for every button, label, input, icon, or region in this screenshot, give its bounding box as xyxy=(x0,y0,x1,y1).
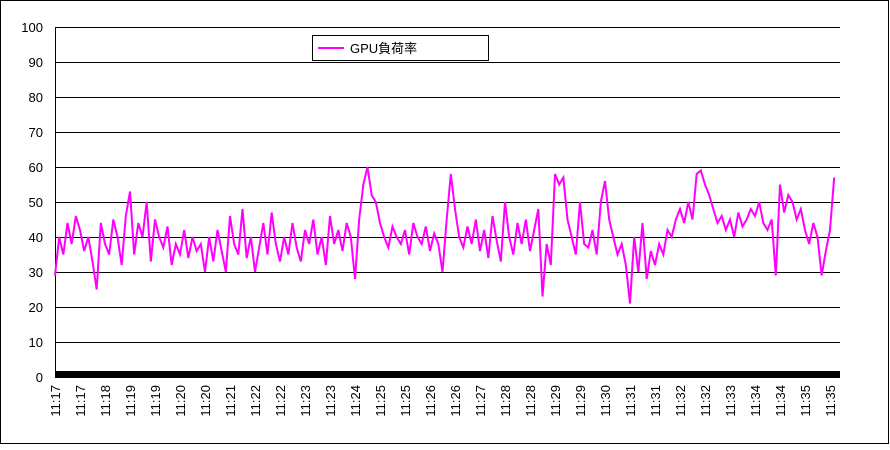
y-tick-label: 70 xyxy=(29,125,43,140)
x-tick-label: 11:26 xyxy=(423,385,438,417)
x-tick-label: 11:27 xyxy=(473,385,488,417)
x-tick-label: 11:35 xyxy=(823,385,838,417)
x-tick-label: 11:32 xyxy=(673,385,688,417)
x-tick-label: 11:22 xyxy=(248,385,263,417)
x-axis-band xyxy=(55,371,840,378)
y-tick-label: 100 xyxy=(21,20,43,35)
x-tick-label: 11:34 xyxy=(748,385,763,417)
x-tick-label: 11:34 xyxy=(773,385,788,417)
x-tick-label: 11:25 xyxy=(373,385,388,417)
x-tick-label: 11:29 xyxy=(548,385,563,417)
y-tick-label: 90 xyxy=(29,55,43,70)
y-tick-label: 30 xyxy=(29,265,43,280)
x-tick-label: 11:23 xyxy=(323,385,338,417)
x-tick-label: 11:19 xyxy=(123,385,138,417)
x-tick-label: 11:28 xyxy=(523,385,538,417)
x-tick-label: 11:23 xyxy=(298,385,313,417)
x-tick-label: 11:17 xyxy=(73,385,88,417)
x-tick-label: 11:31 xyxy=(648,385,663,417)
x-tick-label: 11:29 xyxy=(573,385,588,417)
legend-label: GPU負荷率 xyxy=(350,41,417,56)
y-tick-label: 10 xyxy=(29,335,43,350)
y-tick-label: 40 xyxy=(29,230,43,245)
x-tick-label: 11:33 xyxy=(723,385,738,417)
x-tick-label: 11:18 xyxy=(98,385,113,417)
y-tick-label: 60 xyxy=(29,160,43,175)
y-tick-label: 20 xyxy=(29,300,43,315)
x-tick-label: 11:25 xyxy=(398,385,413,417)
x-tick-label: 11:28 xyxy=(498,385,513,417)
x-tick-label: 11:21 xyxy=(223,385,238,417)
x-tick-label: 11:19 xyxy=(148,385,163,417)
x-tick-label: 11:30 xyxy=(598,385,613,417)
x-tick-label: 11:20 xyxy=(198,385,213,417)
x-tick-label: 11:31 xyxy=(623,385,638,417)
x-tick-label: 11:32 xyxy=(698,385,713,417)
y-tick-label: 80 xyxy=(29,90,43,105)
x-tick-label: 11:20 xyxy=(173,385,188,417)
x-tick-label: 11:35 xyxy=(798,385,813,417)
x-tick-label: 11:26 xyxy=(448,385,463,417)
y-tick-label: 0 xyxy=(36,370,43,385)
x-tick-label: 11:22 xyxy=(273,385,288,417)
y-tick-label: 50 xyxy=(29,195,43,210)
x-tick-label: 11:24 xyxy=(348,385,363,417)
data-line xyxy=(54,166,836,304)
x-tick-label: 11:17 xyxy=(48,385,63,417)
